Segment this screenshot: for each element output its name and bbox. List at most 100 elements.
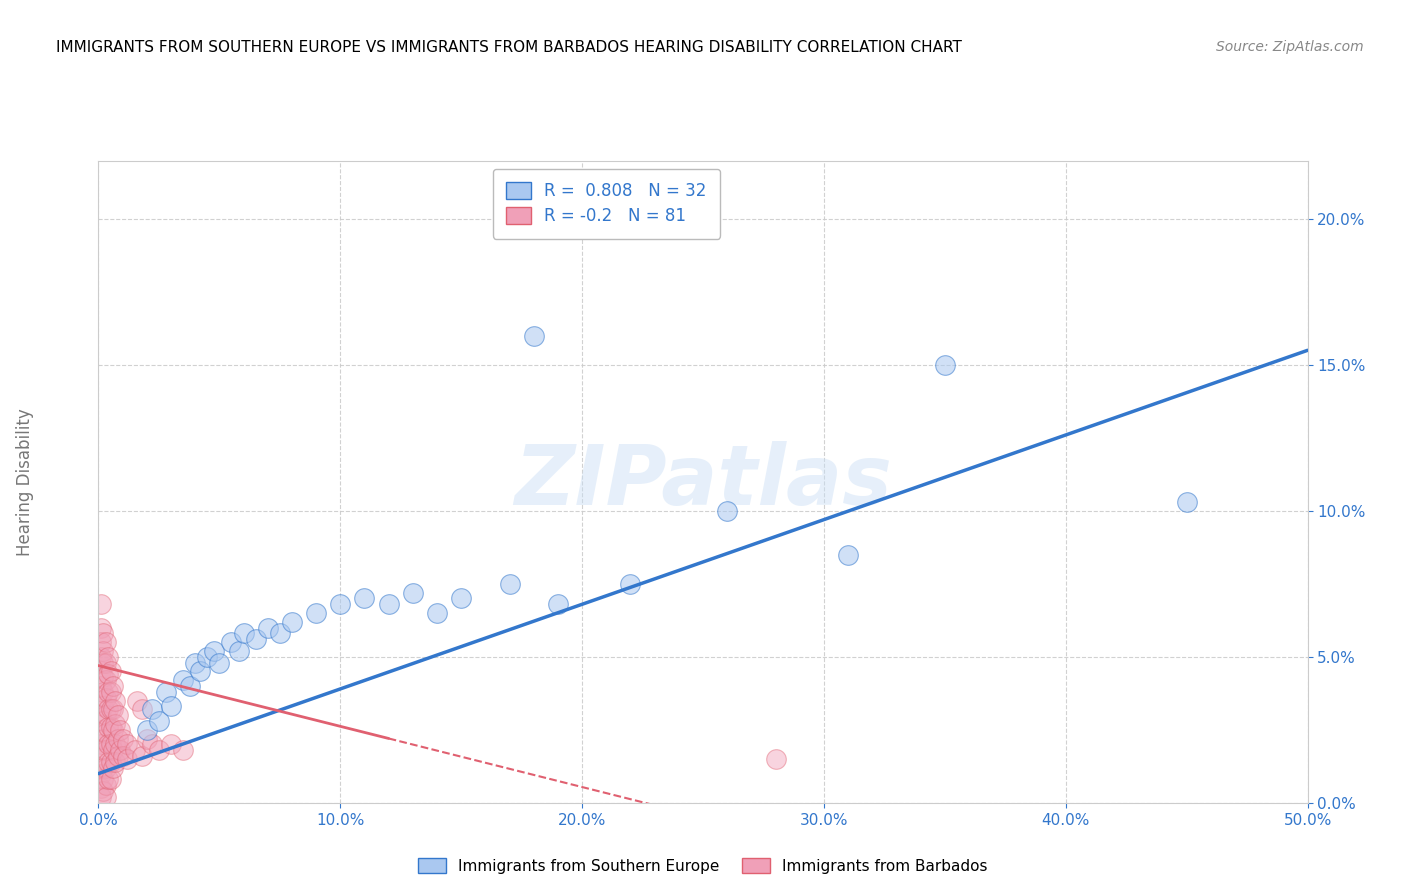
Point [228, 644, 250, 658]
Text: Source: ZipAtlas.com: Source: ZipAtlas.com [1216, 40, 1364, 54]
Point [94, 656, 117, 670]
Point [97, 755, 120, 769]
Point [107, 708, 129, 723]
Point [117, 752, 139, 766]
Point [91, 626, 114, 640]
Point [172, 743, 194, 757]
Point [90, 738, 112, 752]
Point [108, 743, 131, 757]
Point [111, 749, 134, 764]
Point [90, 679, 112, 693]
Point [90, 723, 112, 737]
Point [104, 717, 127, 731]
Point [104, 755, 127, 769]
Point [97, 720, 120, 734]
Point [141, 738, 163, 752]
Point [101, 761, 124, 775]
Point [91, 685, 114, 699]
Point [256, 621, 278, 635]
Point [100, 702, 122, 716]
Point [94, 778, 117, 792]
Point [90, 789, 112, 804]
Point [204, 644, 226, 658]
Point [101, 723, 124, 737]
Point [619, 577, 641, 591]
Point [97, 667, 120, 681]
Point [426, 606, 449, 620]
Point [90, 766, 112, 780]
Point [188, 665, 211, 679]
Point [90, 649, 112, 664]
Point [101, 702, 124, 716]
Point [97, 772, 120, 787]
Point [353, 591, 375, 606]
Point [97, 685, 120, 699]
Point [716, 504, 738, 518]
Point [104, 693, 127, 707]
Point [94, 761, 117, 775]
Point [934, 358, 956, 372]
Point [837, 548, 859, 562]
Point [94, 725, 117, 739]
Point [107, 731, 129, 746]
Point [172, 673, 194, 688]
Point [90, 752, 112, 766]
Point [269, 626, 291, 640]
Point [765, 752, 787, 766]
Point [101, 679, 124, 693]
Point [91, 714, 114, 728]
Point [547, 597, 569, 611]
Point [91, 699, 114, 714]
Point [232, 626, 254, 640]
Point [91, 656, 114, 670]
Point [305, 606, 328, 620]
Point [90, 708, 112, 723]
Point [111, 731, 134, 746]
Point [124, 743, 146, 757]
Legend: R =  0.808   N = 32, R = -0.2   N = 81: R = 0.808 N = 32, R = -0.2 N = 81 [492, 169, 720, 238]
Point [402, 585, 425, 599]
Point [100, 755, 122, 769]
Point [195, 649, 218, 664]
Point [90, 665, 112, 679]
Point [184, 656, 207, 670]
Point [100, 720, 122, 734]
Point [107, 749, 129, 764]
Point [221, 635, 243, 649]
Point [160, 699, 183, 714]
Point [91, 670, 114, 684]
Point [100, 665, 122, 679]
Point [104, 738, 127, 752]
Text: ZIPatlas: ZIPatlas [515, 442, 891, 522]
Point [131, 702, 153, 716]
Point [148, 743, 170, 757]
Point [90, 635, 112, 649]
Point [179, 679, 201, 693]
Point [90, 597, 112, 611]
Point [108, 723, 131, 737]
Point [141, 702, 163, 716]
Point [127, 693, 149, 707]
Point [94, 673, 117, 688]
Point [101, 743, 124, 757]
Point [91, 731, 114, 746]
Point [450, 591, 472, 606]
Point [91, 743, 114, 757]
Point [131, 749, 153, 764]
Point [94, 690, 117, 705]
Text: IMMIGRANTS FROM SOUTHERN EUROPE VS IMMIGRANTS FROM BARBADOS HEARING DISABILITY C: IMMIGRANTS FROM SOUTHERN EUROPE VS IMMIG… [56, 40, 962, 55]
Point [97, 702, 120, 716]
Point [155, 685, 177, 699]
Point [97, 649, 120, 664]
Point [329, 597, 352, 611]
Point [90, 621, 112, 635]
Point [377, 597, 399, 611]
Point [160, 738, 183, 752]
Point [100, 738, 122, 752]
Point [91, 784, 114, 798]
Point [208, 656, 231, 670]
Point [100, 772, 122, 787]
Legend: Immigrants from Southern Europe, Immigrants from Barbados: Immigrants from Southern Europe, Immigra… [412, 852, 994, 880]
Point [117, 738, 139, 752]
Point [135, 731, 157, 746]
